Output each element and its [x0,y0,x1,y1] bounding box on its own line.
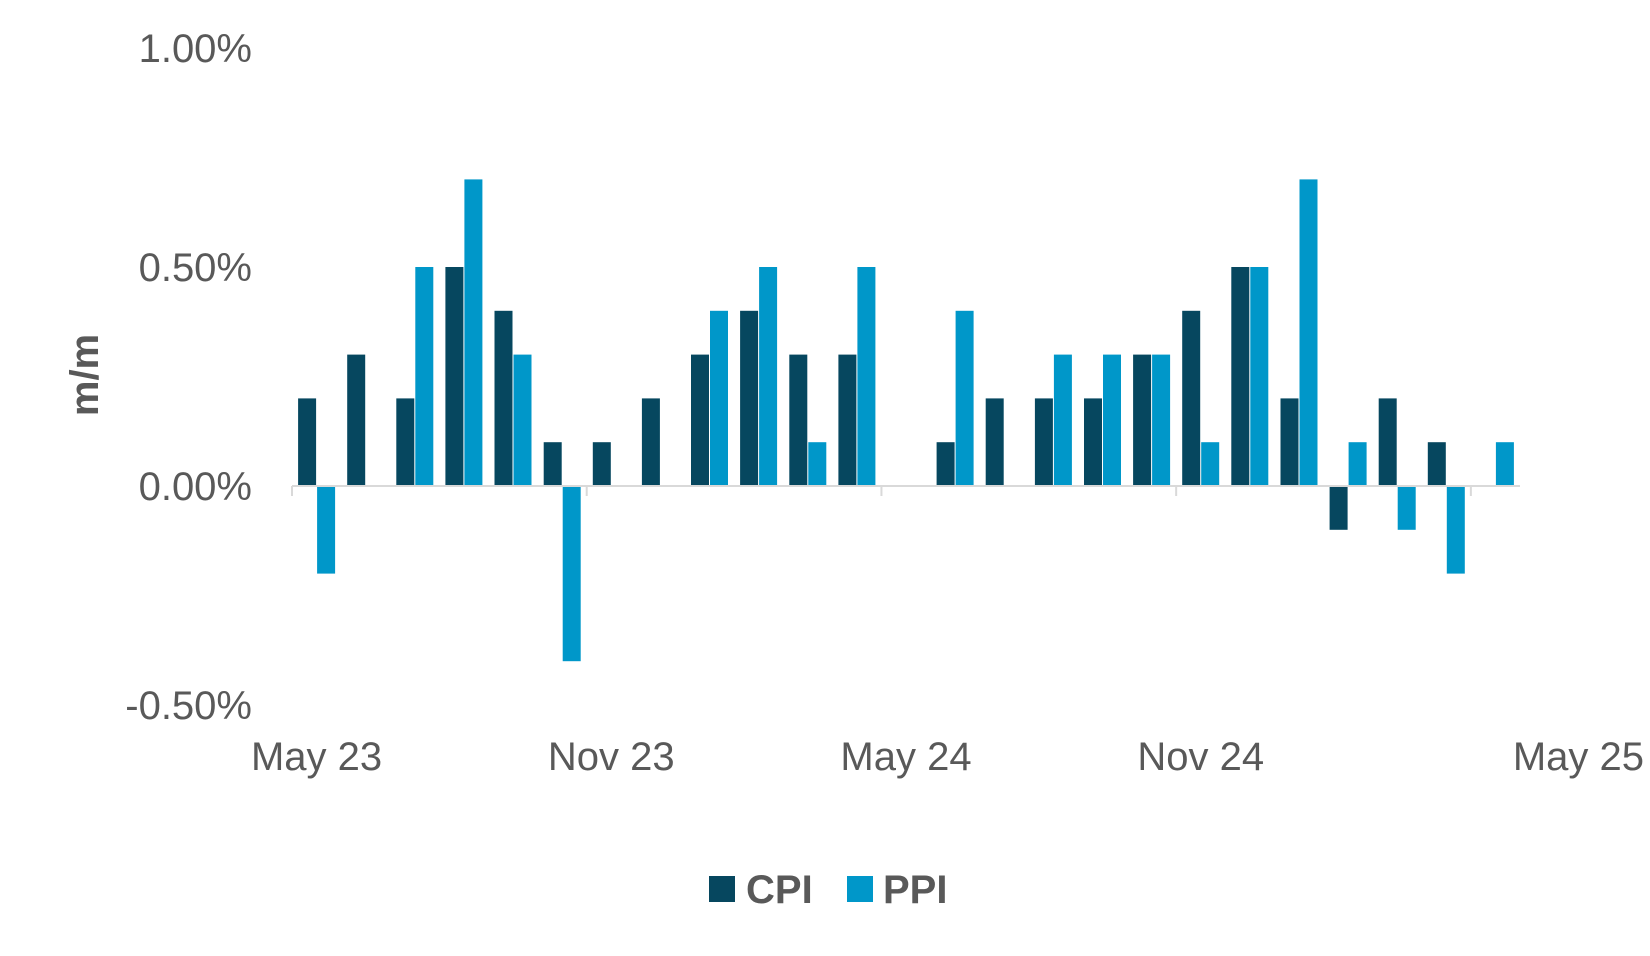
bar-cpi-nov-24 [1182,310,1201,486]
bar-cpi-feb-25 [1329,486,1348,530]
bar-cpi-jan-25 [1280,398,1299,486]
bar-ppi-sep-24 [1103,354,1121,486]
bar-cpi-oct-24 [1133,354,1152,486]
bar-cpi-jul-24 [985,398,1004,486]
bar-ppi-feb-24 [759,267,778,486]
x-tick-label: Nov 23 [548,735,675,779]
bar-cpi-sep-24 [1084,398,1102,486]
bar-cpi-jul-23 [396,398,415,486]
x-tick-label: May 24 [840,735,971,779]
x-tick-labels: May 23 Nov 23 May 24 Nov 24 May 25 [251,735,1644,779]
legend-label-cpi: CPI [746,868,813,912]
bar-cpi-mar-24 [789,354,808,486]
bar-cpi-dec-23 [641,398,660,486]
bar-cpi-aug-23 [445,267,464,486]
bar-ppi-dec-24 [1250,267,1269,486]
bar-cpi-dec-24 [1231,267,1250,486]
y-tick-label: 1.00% [139,27,252,71]
x-tick-label: May 25 [1513,735,1644,779]
bar-cpi-apr-25 [1427,442,1446,486]
bar-ppi-jun-24 [955,310,974,486]
bar-cpi-oct-23 [543,442,562,486]
bar-cpi-may-23 [298,398,317,486]
bar-ppi-mar-25 [1397,486,1416,530]
bar-cpi-jun-23 [347,354,366,486]
bar-cpi-aug-24 [1034,398,1053,486]
bar-cpi-jan-24 [691,354,709,486]
legend-label-ppi: PPI [883,868,947,912]
y-tick-label: 0.50% [139,246,252,290]
bar-cpi-apr-24 [838,354,857,486]
bar-ppi-oct-24 [1152,354,1171,486]
bar-ppi-jul-23 [415,267,434,486]
y-tick-label: 0.00% [139,465,252,509]
x-axis [291,485,1520,496]
bar-ppi-jan-24 [710,310,728,486]
bar-ppi-may-23 [317,486,336,574]
y-axis-label-group: m/m [63,334,107,416]
legend-swatch-ppi [847,876,873,902]
y-tick-label: -0.50% [125,684,252,728]
legend-swatch-cpi [709,876,735,902]
bar-ppi-jan-25 [1299,179,1318,486]
bar-cpi-feb-24 [740,310,759,486]
bars [298,179,1514,662]
bar-ppi-apr-24 [857,267,876,486]
bar-ppi-feb-25 [1348,442,1367,486]
bar-ppi-aug-24 [1053,354,1072,486]
y-axis-label: m/m [63,334,107,416]
y-tick-labels: 1.00% 0.50% 0.00% -0.50% [125,27,252,728]
bar-ppi-nov-24 [1201,442,1220,486]
x-tick-label: Nov 24 [1137,735,1264,779]
bar-cpi-sep-23 [494,310,513,486]
bar-cpi-jun-24 [936,442,955,486]
bar-ppi-aug-23 [464,179,483,486]
bar-ppi-may-25 [1495,442,1514,486]
bar-ppi-sep-23 [513,354,532,486]
legend: CPI PPI [709,868,947,912]
bar-cpi-mar-25 [1378,398,1397,486]
bar-ppi-oct-23 [562,486,581,662]
bar-ppi-mar-24 [808,442,827,486]
bar-ppi-apr-25 [1446,486,1465,574]
x-tick-label: May 23 [251,735,382,779]
bar-cpi-nov-23 [592,442,611,486]
